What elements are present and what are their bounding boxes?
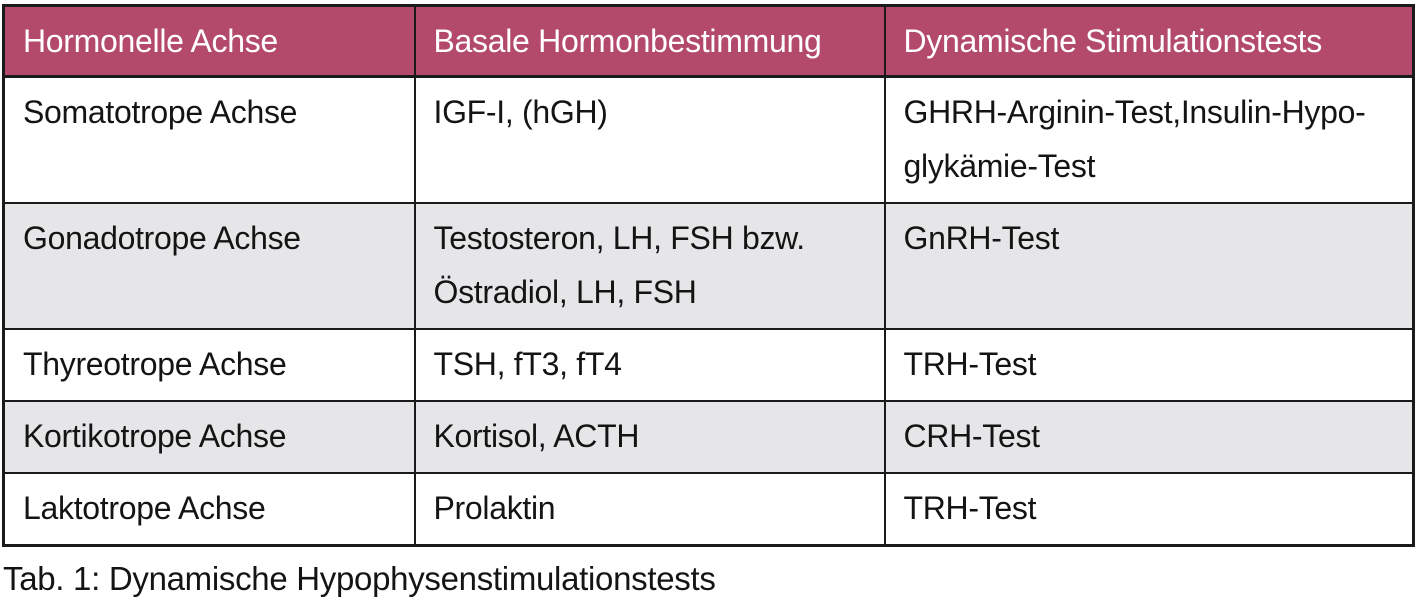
table-header-row: Hormonelle Achse Basale Hormonbestimmung… [2, 4, 1415, 78]
hormone-axes-table: Hormonelle Achse Basale Hormonbestimmung… [2, 4, 1415, 547]
table-row-thyreotrope: Thyreotrope Achse TSH, fT3, fT4 TRH-Test [2, 328, 1415, 402]
column-header-basale-hormonbestimmung: Basale Hormonbestimmung [413, 4, 886, 78]
table-cell-achse: Thyreotrope Achse [2, 328, 416, 402]
table-row-somatotrope: Somatotrope Achse IGF-I, (hGH) GHRH-Argi… [2, 75, 1415, 204]
table-cell-achse: Kortikotrope Achse [2, 400, 416, 474]
table-cell-dynamisch: TRH-Test [883, 328, 1415, 402]
table-caption: Tab. 1: Dynamische Hypophysenstimulation… [3, 560, 716, 597]
table-cell-basal: TSH, fT3, fT4 [413, 328, 886, 402]
table-row-laktotrope: Laktotrope Achse Prolaktin TRH-Test [2, 472, 1415, 547]
table-row-kortikotrope: Kortikotrope Achse Kortisol, ACTH CRH-Te… [2, 400, 1415, 474]
table-cell-dynamisch: CRH-Test [883, 400, 1415, 474]
table-cell-dynamisch: GnRH-Test [883, 202, 1415, 330]
table-cell-achse: Somatotrope Achse [2, 75, 416, 204]
table-cell-achse: Gonadotrope Achse [2, 202, 416, 330]
table-cell-basal: Prolaktin [413, 472, 886, 547]
table-row-gonadotrope: Gonadotrope Achse Testosteron, LH, FSH b… [2, 202, 1415, 330]
table-cell-dynamisch: GHRH-Arginin-Test,Insulin-Hypo- glykämie… [883, 75, 1415, 204]
column-header-hormonelle-achse: Hormonelle Achse [2, 4, 416, 78]
table-cell-basal: Testosteron, LH, FSH bzw. Östradiol, LH,… [413, 202, 886, 330]
table-cell-basal: IGF-I, (hGH) [413, 75, 886, 204]
table-cell-basal: Kortisol, ACTH [413, 400, 886, 474]
table-cell-dynamisch: TRH-Test [883, 472, 1415, 547]
table-cell-achse: Laktotrope Achse [2, 472, 416, 547]
column-header-dynamische-stimulationstests: Dynamische Stimulationstests [883, 4, 1415, 78]
